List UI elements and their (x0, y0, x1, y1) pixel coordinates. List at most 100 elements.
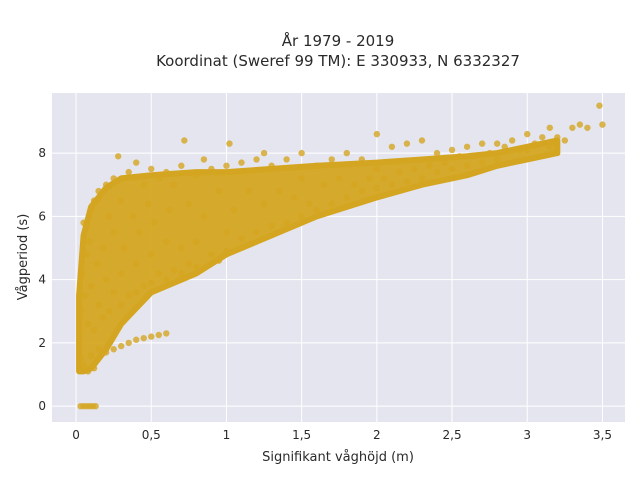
data-point (208, 165, 215, 173)
y-tick-label: 6 (38, 209, 46, 223)
data-point (90, 197, 98, 204)
data-point (83, 251, 90, 258)
y-tick-label: 4 (38, 273, 46, 287)
data-point (99, 314, 107, 321)
data-point (86, 238, 93, 245)
data-point (163, 168, 170, 176)
data-point (448, 165, 456, 173)
data-point (163, 330, 170, 337)
x-tick-label: 0 (72, 428, 80, 442)
y-tick-label: 2 (38, 336, 46, 350)
data-point (313, 162, 320, 169)
data-point (524, 146, 531, 154)
y-axis-ticks: 0 2 4 6 8 (38, 146, 46, 413)
data-point (215, 187, 223, 195)
data-point (373, 184, 381, 192)
data-point (87, 206, 95, 214)
data-point (151, 219, 158, 226)
data-point (403, 178, 411, 185)
data-point (253, 228, 260, 236)
data-point (185, 200, 193, 207)
data-point (351, 181, 358, 188)
data-point (105, 308, 113, 315)
data-point (133, 159, 140, 166)
data-point (478, 159, 486, 166)
data-point (478, 140, 486, 147)
data-point (125, 292, 132, 299)
data-point (596, 102, 603, 109)
y-tick-label: 8 (38, 146, 46, 160)
data-point (539, 134, 546, 141)
x-tick-label: 0,5 (142, 428, 161, 442)
data-point (516, 146, 523, 154)
data-point (298, 175, 305, 182)
data-point (81, 292, 89, 299)
data-point (215, 257, 223, 264)
data-point (99, 244, 107, 252)
data-point (80, 219, 87, 226)
data-point (283, 156, 290, 163)
data-point (148, 279, 155, 287)
data-point (77, 308, 84, 315)
data-point (388, 143, 396, 150)
data-point (418, 137, 426, 144)
data-point (546, 143, 554, 150)
data-point (238, 159, 245, 166)
data-point (102, 276, 110, 283)
x-tick-label: 1,5 (292, 428, 311, 442)
data-point (433, 168, 441, 176)
data-point (343, 194, 350, 201)
data-point (358, 156, 366, 163)
data-point (305, 200, 313, 207)
data-point (110, 175, 117, 182)
data-point (84, 368, 92, 375)
data-point (223, 247, 230, 255)
data-point (163, 238, 170, 245)
data-point (87, 352, 95, 359)
data-point (328, 156, 335, 163)
data-point (298, 149, 305, 157)
x-tick-label: 2 (373, 428, 381, 442)
data-point (133, 289, 140, 296)
x-axis-ticks: 0 0,5 1 1,5 2 2,5 3 3,5 (72, 428, 612, 442)
data-point (105, 213, 113, 220)
data-point (501, 143, 508, 150)
data-point (226, 140, 233, 147)
data-point (456, 153, 463, 160)
data-point (509, 137, 516, 144)
data-point (200, 213, 208, 220)
data-point (260, 200, 268, 207)
data-point (80, 361, 87, 369)
data-point (166, 206, 173, 214)
data-point (403, 140, 411, 147)
data-point (336, 175, 343, 182)
data-point (223, 162, 230, 169)
data-point (208, 251, 215, 258)
data-point (373, 165, 381, 173)
data-point (283, 219, 290, 226)
data-point (163, 276, 170, 283)
data-point (130, 213, 137, 220)
data-point (185, 260, 193, 268)
data-point (92, 402, 99, 410)
data-point (268, 162, 275, 169)
data-point (133, 336, 140, 343)
data-point (463, 162, 471, 169)
data-point (328, 200, 335, 207)
data-point (373, 130, 381, 138)
data-point (193, 263, 200, 271)
data-point (133, 260, 140, 268)
x-tick-label: 3,5 (593, 428, 612, 442)
data-point (84, 320, 92, 328)
data-point (117, 197, 125, 204)
y-tick-label: 0 (38, 399, 46, 413)
data-point (170, 181, 178, 188)
data-point (238, 235, 245, 242)
data-point (260, 149, 268, 157)
data-point (546, 124, 554, 131)
data-point (230, 206, 238, 214)
data-point (599, 121, 606, 128)
data-point (358, 187, 366, 195)
data-point (268, 222, 275, 230)
